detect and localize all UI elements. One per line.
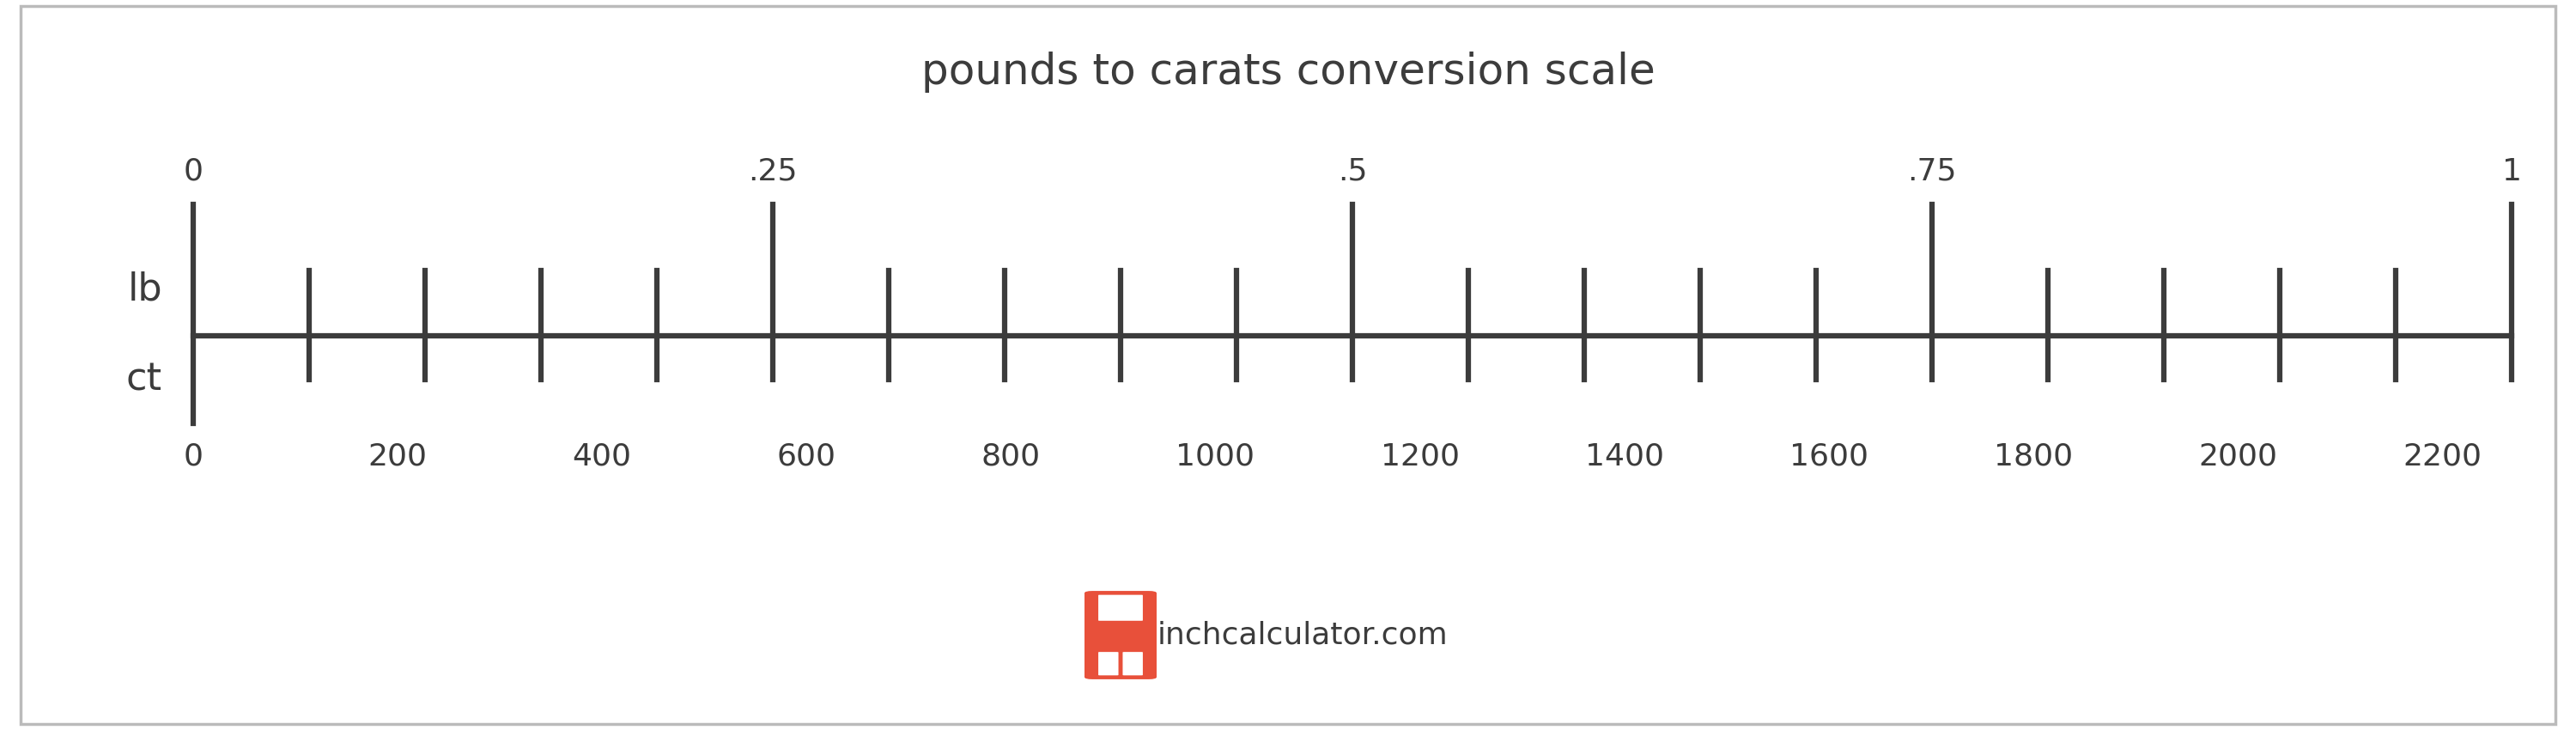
- Text: 1200: 1200: [1381, 442, 1461, 471]
- Text: .75: .75: [1906, 157, 1958, 186]
- Text: 1000: 1000: [1175, 442, 1255, 471]
- Text: 0: 0: [183, 442, 204, 471]
- Text: 1400: 1400: [1584, 442, 1664, 471]
- Text: lb: lb: [126, 272, 162, 308]
- FancyBboxPatch shape: [1084, 591, 1157, 679]
- Text: 2200: 2200: [2403, 442, 2481, 471]
- Text: 600: 600: [778, 442, 837, 471]
- FancyBboxPatch shape: [1097, 652, 1118, 675]
- Text: ct: ct: [126, 361, 162, 398]
- Text: 200: 200: [368, 442, 428, 471]
- Text: pounds to carats conversion scale: pounds to carats conversion scale: [922, 51, 1654, 92]
- Text: 400: 400: [572, 442, 631, 471]
- Text: .5: .5: [1337, 157, 1368, 186]
- Text: inchcalculator.com: inchcalculator.com: [1157, 620, 1448, 650]
- Text: 1800: 1800: [1994, 442, 2074, 471]
- Text: 2000: 2000: [2197, 442, 2277, 471]
- Text: .25: .25: [747, 157, 799, 186]
- Text: 1600: 1600: [1790, 442, 1868, 471]
- Text: 0: 0: [183, 157, 204, 186]
- Text: 1: 1: [2501, 157, 2522, 186]
- Text: 800: 800: [981, 442, 1041, 471]
- FancyBboxPatch shape: [1123, 652, 1144, 675]
- FancyBboxPatch shape: [1097, 595, 1144, 620]
